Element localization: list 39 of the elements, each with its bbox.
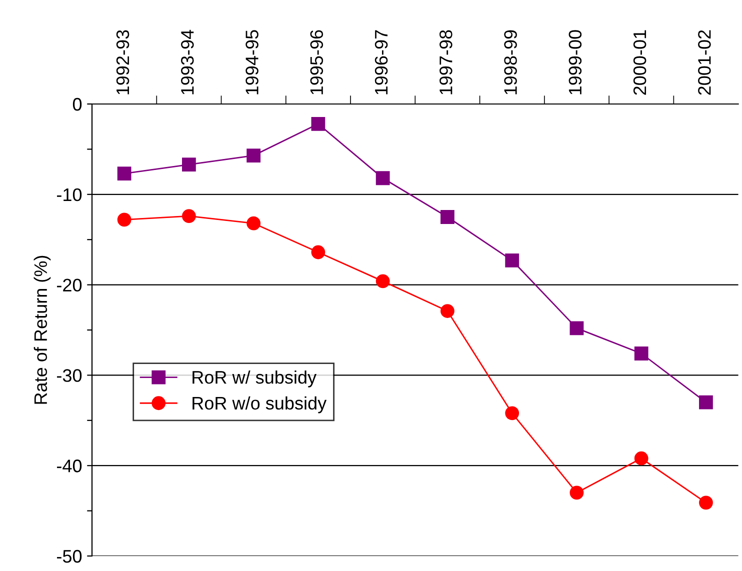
point — [570, 486, 584, 500]
legend-label: RoR w/o subsidy — [192, 396, 327, 414]
x-tick-label: 1994-95 — [246, 30, 258, 94]
x-tick-label: 1997-98 — [440, 30, 452, 94]
x-tick-label: 2000-01 — [633, 30, 646, 95]
point — [570, 321, 584, 336]
point — [634, 346, 648, 360]
x-tick-label: 1993-94 — [181, 30, 194, 94]
point — [699, 496, 713, 510]
point — [505, 406, 520, 420]
x-tick-label: 1992-93 — [116, 30, 130, 94]
legend-label: RoR w/ subsidy — [192, 370, 317, 388]
point — [246, 148, 261, 162]
y-axis-title: Rate of Return (%) — [34, 256, 51, 404]
x-tick-label: 1999-00 — [568, 30, 582, 94]
y-tick-label: 0 — [72, 98, 82, 111]
point — [246, 216, 261, 230]
point — [311, 245, 326, 260]
point — [376, 171, 390, 186]
point — [117, 166, 132, 181]
point — [182, 158, 196, 172]
point — [376, 274, 390, 288]
y-tick-label: -30 — [56, 369, 82, 382]
x-tick-label: 1995-96 — [310, 30, 324, 94]
point — [440, 210, 454, 224]
point — [440, 304, 454, 318]
point — [699, 395, 713, 410]
x-tick-label: 1996-97 — [374, 30, 388, 94]
x-tick-label: 2001-02 — [698, 30, 711, 95]
x-tick-label: 1998-99 — [504, 30, 517, 94]
y-tick-label: -10 — [56, 188, 82, 202]
point — [505, 253, 520, 268]
point — [117, 212, 132, 227]
point — [634, 451, 648, 466]
point — [311, 116, 326, 131]
y-tick-label: -20 — [56, 278, 82, 292]
y-tick-label: -50 — [56, 550, 82, 563]
point — [182, 209, 196, 224]
y-tick-label: -40 — [56, 460, 82, 472]
